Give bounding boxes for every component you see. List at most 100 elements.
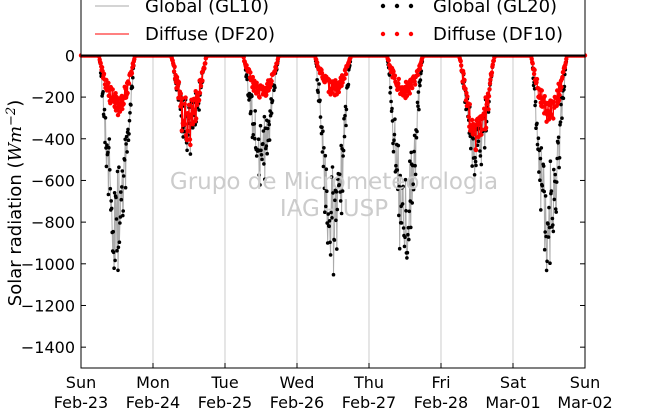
data-point-global [551,229,556,234]
data-point-global [251,133,256,137]
data-point-global [267,138,272,142]
data-point-global [123,137,127,142]
data-point-diffuse [187,137,193,142]
data-point-global [103,116,108,120]
watermark-line-2: IAG - USP [280,196,388,222]
data-point-diffuse [530,61,535,66]
data-point-global [325,189,329,193]
data-point-global [256,137,261,141]
data-point-global [272,88,276,93]
data-point-global [127,118,132,123]
data-point-global [115,169,120,174]
data-point-diffuse [471,128,477,133]
data-point-diffuse [113,91,118,96]
data-point-global [407,209,412,214]
data-point-global [389,99,393,104]
data-point-diffuse [532,67,537,73]
data-point-diffuse [551,99,556,104]
data-point-diffuse [540,104,545,109]
data-point-diffuse [471,132,476,137]
data-point-diffuse [194,116,199,121]
data-point-global [270,98,275,103]
data-point-diffuse [554,95,559,101]
data-point-diffuse [254,80,259,86]
data-point-global [262,114,267,119]
data-point-global [557,165,561,170]
data-point-diffuse [98,61,103,66]
data-point-diffuse [486,94,492,99]
data-point-global [334,218,338,223]
data-point-diffuse [200,78,205,83]
data-point-global [317,82,321,86]
data-point-global [400,202,405,206]
data-point-diffuse [339,73,345,78]
data-point-global [342,116,346,121]
data-point-global [559,102,563,107]
series-dots-diffuse-df10 [78,53,588,153]
data-point-diffuse [482,111,487,117]
data-point-global [331,272,336,277]
data-point-global [252,122,257,126]
data-point-global [259,153,264,157]
data-point-diffuse [555,88,560,93]
data-point-global [344,107,349,112]
data-point-global [273,85,277,90]
data-point-global [119,190,123,194]
data-point-diffuse [458,58,463,64]
data-point-diffuse [117,104,122,109]
data-point-global [258,183,262,187]
data-point-diffuse [264,92,269,98]
data-point-diffuse [125,90,130,96]
data-point-global [112,191,117,195]
data-point-global [418,78,423,82]
data-point-diffuse [563,60,568,65]
data-point-diffuse [269,78,274,84]
data-point-global [258,123,263,128]
data-point-diffuse [407,91,412,96]
data-point-global [124,142,128,146]
data-point-diffuse [185,128,191,134]
data-point-global [412,149,416,154]
data-point-global [328,253,333,257]
data-point-global [336,177,340,181]
data-point-global [543,194,548,198]
data-point-global [552,167,556,172]
y-axis-label: Solar radiation (Wm−2) [4,100,26,306]
legend-swatch-diffuse-df10 [380,31,386,37]
data-point-global [558,123,562,127]
data-point-global [335,247,339,251]
data-point-global [391,149,396,154]
data-point-diffuse [479,127,484,132]
data-point-global [388,91,392,95]
data-point-global [535,142,540,147]
data-point-global [115,248,119,253]
data-point-diffuse [120,106,125,112]
data-point-global [554,210,558,214]
data-point-global [185,148,189,153]
data-point-diffuse [531,71,537,77]
data-point-global [111,229,115,234]
data-point-global [397,184,402,189]
data-point-diffuse [329,90,335,95]
x-tick-label-day: Sun [570,373,600,392]
data-point-global [472,173,477,177]
data-point-global [117,165,121,169]
x-tick-label-date: Feb-28 [414,393,468,409]
data-point-diffuse [244,63,249,68]
data-point-global [395,168,400,172]
data-point-diffuse [482,106,487,111]
data-point-global [119,197,124,202]
data-point-global [344,123,348,128]
data-point-global [342,134,347,139]
data-point-diffuse [257,95,262,100]
data-point-global [533,103,537,108]
data-point-diffuse [549,112,554,118]
data-point-global [329,210,333,215]
data-point-global [558,120,563,124]
data-point-diffuse [556,98,562,103]
legend-label-diffuse-df20: Diffuse (DF20) [145,24,275,45]
data-point-global [116,268,120,273]
watermark-line-1: Grupo de Micrometeorologia [170,169,498,195]
data-point-diffuse [487,87,492,92]
